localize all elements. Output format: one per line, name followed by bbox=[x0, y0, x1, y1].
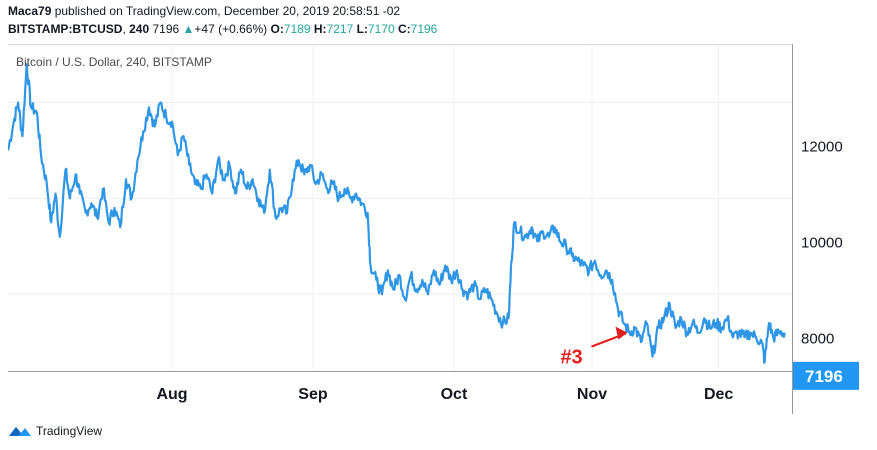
low-label: L: bbox=[356, 22, 368, 36]
low-value: 7170 bbox=[367, 22, 395, 36]
annotation-arrow-head bbox=[615, 326, 628, 340]
price-chart[interactable]: #3 bbox=[8, 45, 792, 371]
x-tick-label: Nov bbox=[577, 386, 607, 403]
open-label: O: bbox=[270, 22, 284, 36]
close-label: C: bbox=[397, 22, 411, 36]
high-label: H: bbox=[313, 22, 327, 36]
chart-area[interactable]: #3 bbox=[8, 44, 792, 372]
footer: TradingView bbox=[8, 424, 102, 438]
published-date: published on TradingView.com, December 2… bbox=[51, 4, 401, 18]
x-tick-label: Sep bbox=[298, 386, 328, 403]
open-value: 7189 bbox=[283, 22, 311, 36]
y-tick-label: 8000 bbox=[801, 330, 834, 347]
annotation-label: #3 bbox=[560, 347, 582, 369]
y-tick-label: 10000 bbox=[801, 234, 843, 251]
close-value: 7196 bbox=[410, 22, 438, 36]
y-tick-label: 12000 bbox=[801, 139, 843, 156]
up-arrow-icon: ▲ bbox=[182, 22, 195, 36]
price-axis[interactable]: 8000 10000 12000 7196 bbox=[792, 44, 877, 414]
symbol: BITSTAMP:BTCUSD bbox=[8, 22, 123, 36]
high-value: 7217 bbox=[326, 22, 354, 36]
price-line-series bbox=[8, 63, 786, 364]
published-info: Maca79 published on TradingView.com, Dec… bbox=[8, 4, 400, 18]
tradingview-brand[interactable]: TradingView bbox=[36, 424, 103, 438]
publisher-name[interactable]: Maca79 bbox=[8, 4, 52, 18]
quote-line: BITSTAMP:BTCUSD, 240 7196 ▲+47 (+0.66%) … bbox=[8, 22, 438, 36]
x-tick-label: Dec bbox=[704, 386, 733, 403]
interval: 240 bbox=[129, 22, 150, 36]
x-tick-label: Oct bbox=[441, 386, 468, 403]
x-tick-label: Aug bbox=[156, 386, 187, 403]
last-price-label: 7196 bbox=[805, 367, 843, 386]
chart-title: Bitcoin / U.S. Dollar, 240, BITSTAMP bbox=[16, 55, 212, 69]
last-price: 7196 bbox=[152, 22, 180, 36]
last-price-marker bbox=[793, 361, 859, 390]
price-change: +47 (+0.66%) bbox=[194, 22, 268, 36]
tradingview-logo-icon bbox=[9, 427, 31, 436]
time-axis[interactable]: Aug Sep Oct Nov Dec bbox=[8, 370, 792, 414]
